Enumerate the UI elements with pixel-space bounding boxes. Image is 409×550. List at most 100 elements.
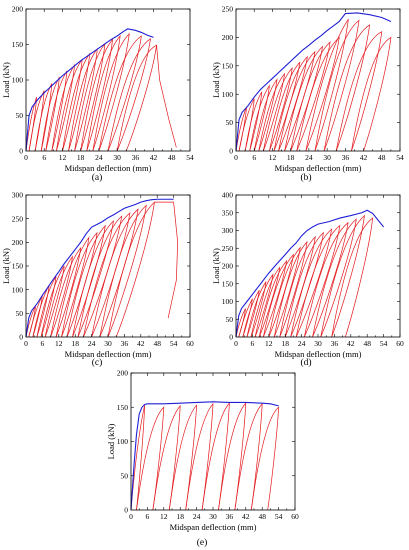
hysteresis-loop-c-10 (66, 224, 106, 338)
x-tick-label-b: 6 (252, 153, 256, 162)
panel-label-d: (d) (300, 357, 311, 368)
hysteresis-loop-c-16 (107, 201, 155, 338)
x-tick-label-d: 30 (314, 339, 322, 348)
x-tick-label-a: 48 (168, 153, 176, 162)
hysteresis-loop-a-8 (62, 52, 91, 152)
x-tick-label-a: 36 (132, 153, 140, 162)
x-tick-label-d: 24 (298, 339, 306, 348)
hysteresis-loop-b-7 (262, 67, 293, 152)
x-tick-label-b: 12 (269, 153, 277, 162)
hysteresis-loop-e-7 (218, 402, 247, 511)
hysteresis-loop-b-6 (258, 72, 286, 152)
x-tick-label-d: 18 (281, 339, 289, 348)
hysteresis-loop-a-3 (34, 83, 53, 152)
hysteresis-loop-c-4 (36, 276, 57, 338)
hysteresis-loop-d-4 (246, 281, 267, 338)
x-tick-label-d: 36 (331, 339, 339, 348)
x-tick-label-a: 24 (95, 153, 103, 162)
hysteresis-loop-c-6 (44, 255, 73, 338)
hysteresis-loop-a-15 (107, 38, 151, 152)
x-tick-label-e: 0 (129, 512, 133, 521)
hysteresis-loop-b-17 (335, 31, 383, 152)
x-tick-label-a: 0 (24, 153, 28, 162)
hysteresis-loop-d-18 (331, 217, 374, 338)
hysteresis-loop-c-13 (83, 212, 131, 338)
x-tick-label-c: 18 (71, 339, 79, 348)
x-tick-label-b: 42 (360, 153, 368, 162)
x-tick-label-b: 30 (323, 153, 331, 162)
hysteresis-loop-c-9 (61, 231, 98, 338)
hysteresis-loop-d-16 (312, 218, 357, 338)
y-axis-label-a: Load (kN) (1, 62, 11, 98)
y-tick-label-d: 0 (229, 333, 233, 342)
chart-panel-e: 0 6 12 18 24 30 36 42 48 54 60 50 100 150 200 0 Midspan … (106, 369, 299, 548)
x-tick-label-e: 36 (226, 512, 234, 521)
hysteresis-loop-e-8 (234, 402, 263, 511)
x-tick-label-c: 42 (137, 339, 145, 348)
x-tick-label-d: 12 (265, 339, 273, 348)
y-axis-label-d: Load (kN) (211, 248, 221, 284)
x-tick-label-a: 30 (113, 153, 121, 162)
hysteresis-loop-d-3 (242, 289, 260, 338)
x-tick-label-a: 12 (59, 153, 67, 162)
y-axis-label-c: Load (kN) (1, 248, 11, 284)
y-tick-label-d: 350 (222, 208, 234, 217)
envelope-curve-b (235, 12, 392, 152)
hysteresis-loop-d-12 (284, 231, 324, 338)
x-tick-label-b: 24 (305, 153, 313, 162)
x-axis-label-e: Midspan deflection (mm) (170, 522, 257, 532)
x-tick-label-c: 12 (55, 339, 63, 348)
x-tick-label-d: 0 (234, 339, 238, 348)
x-tick-label-d: 54 (380, 339, 388, 348)
y-tick-label-a: 0 (19, 147, 23, 156)
hysteresis-loop-b-4 (249, 84, 270, 152)
hysteresis-loop-b-13 (296, 36, 340, 152)
hysteresis-loop-a-12 (86, 34, 121, 152)
x-tick-label-d: 60 (396, 339, 404, 348)
x-tick-label-e: 24 (193, 512, 201, 521)
y-tick-label-c: 150 (12, 262, 24, 271)
hysteresis-loop-a-1 (25, 96, 37, 152)
x-tick-label-b: 18 (287, 153, 295, 162)
hysteresis-loop-b-15 (314, 19, 360, 152)
hysteresis-loop-e-5 (185, 402, 214, 511)
x-axis-label-c: Midspan deflection (mm) (65, 349, 152, 359)
hysteresis-loop-e-3 (152, 404, 181, 511)
y-tick-label-c: 100 (12, 285, 24, 294)
y-tick-label-c: 200 (12, 238, 24, 247)
y-tick-label-b: 200 (222, 33, 234, 42)
hysteresis-loop-b-11 (284, 45, 324, 152)
x-tick-label-c: 24 (88, 339, 96, 348)
panel-label-c: (c) (92, 357, 103, 368)
x-tick-label-e: 30 (209, 512, 217, 521)
y-tick-label-e: 100 (117, 437, 129, 446)
hysteresis-loop-d-17 (320, 214, 365, 338)
x-tick-label-e: 54 (275, 512, 283, 521)
hysteresis-loop-a-2 (28, 90, 45, 152)
x-tick-label-c: 6 (41, 339, 45, 348)
x-tick-label-e: 60 (291, 512, 299, 521)
hysteresis-loop-c-14 (91, 208, 139, 338)
hysteresis-loop-a-11 (80, 38, 114, 152)
hysteresis-loop-b-2 (238, 98, 255, 152)
x-axis-label-d: Midspan deflection (mm) (275, 349, 362, 359)
y-axis-label-e: Load (kN) (106, 424, 116, 460)
hysteresis-loop-d-6 (254, 266, 281, 338)
chart-panel-d: 0 6 12 18 24 30 36 42 48 54 60 50 100 150 200 250 300 350… (211, 191, 404, 368)
chart-panel-c: 0 6 12 18 24 30 36 42 48 54 60 50 100 150 200 250 300 0 Mi… (1, 191, 194, 368)
x-tick-label-e: 12 (160, 512, 168, 521)
x-tick-label-e: 18 (176, 512, 184, 521)
y-tick-label-b: 0 (229, 147, 233, 156)
x-tick-label-e: 48 (258, 512, 266, 521)
y-tick-label-d: 100 (222, 297, 234, 306)
hysteresis-loop-c-8 (55, 236, 90, 338)
y-tick-label-a: 50 (16, 111, 24, 120)
y-tick-label-d: 250 (222, 244, 234, 253)
y-tick-label-c: 250 (12, 214, 24, 223)
x-axis-label-a: Midspan deflection (mm) (65, 163, 152, 173)
hysteresis-loop-b-16 (323, 24, 371, 152)
y-tick-label-d: 300 (222, 226, 234, 235)
hysteresis-loop-e-4 (168, 404, 198, 511)
hysteresis-loop-c-5 (40, 265, 65, 338)
